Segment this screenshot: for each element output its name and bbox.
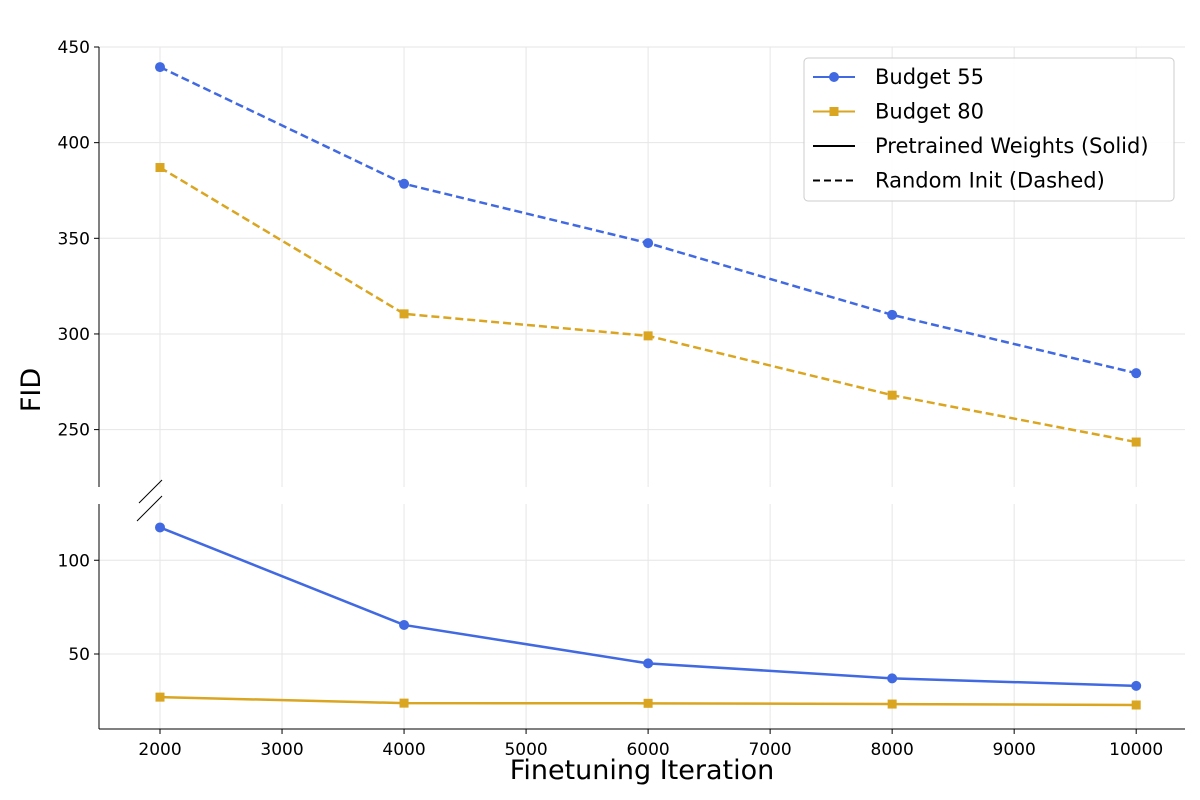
x-tick-label: 9000	[993, 740, 1036, 760]
y-axis-title: FID	[16, 368, 47, 412]
data-point-budget-80	[1131, 700, 1141, 710]
legend-label: Pretrained Weights (Solid)	[875, 134, 1149, 158]
y-tick-label-upper: 350	[58, 229, 90, 249]
data-point-budget-55	[1131, 368, 1142, 379]
data-point-budget-55	[399, 619, 410, 630]
x-tick-label: 7000	[748, 740, 791, 760]
data-point-budget-55	[155, 522, 166, 533]
y-tick-label-upper: 450	[58, 38, 90, 58]
data-point-budget-80	[155, 692, 165, 702]
x-tick-label: 5000	[504, 740, 547, 760]
y-tick-label-upper: 400	[58, 134, 90, 154]
data-point-budget-80	[155, 163, 165, 173]
axis-break-mark	[138, 479, 163, 504]
data-point-budget-80	[643, 698, 653, 708]
legend-frame	[803, 57, 1175, 202]
data-point-budget-55	[1131, 680, 1142, 691]
legend-label: Random Init (Dashed)	[875, 169, 1105, 193]
data-point-budget-55	[643, 238, 654, 249]
data-point-budget-80	[643, 331, 653, 341]
x-tick-label: 3000	[260, 740, 303, 760]
data-point-budget-55	[887, 673, 898, 684]
legend-marker	[829, 107, 839, 116]
axes-layer: 2000 3000 4000 5000 6000 7000 8000 9000 10000 250…	[58, 38, 1185, 760]
data-point-budget-80	[1131, 437, 1141, 447]
y-tick-label-upper: 250	[58, 421, 90, 441]
axis-break-mark	[136, 495, 163, 522]
data-point-budget-80	[887, 699, 897, 709]
data-point-budget-55	[643, 658, 654, 669]
y-tick-label-lower: 50	[68, 645, 90, 665]
data-point-budget-80	[399, 698, 409, 708]
x-tick-label: 10000	[1109, 740, 1163, 760]
legend-label: Budget 80	[875, 100, 984, 124]
data-point-budget-55	[399, 178, 410, 189]
x-tick-label: 8000	[871, 740, 914, 760]
x-axis-title: Finetuning Iteration	[510, 755, 774, 786]
x-tick-label: 6000	[626, 740, 669, 760]
y-tick-label-lower: 100	[58, 551, 90, 571]
series-layer	[155, 62, 1142, 710]
data-point-budget-55	[155, 62, 166, 73]
legend-label: Budget 55	[875, 65, 984, 89]
data-point-budget-80	[399, 309, 409, 319]
x-tick-label: 4000	[382, 740, 425, 760]
x-tick-label: 2000	[138, 740, 181, 760]
y-tick-label-upper: 300	[58, 325, 90, 345]
data-point-budget-55	[887, 309, 898, 320]
legend: Budget 55 Budget 80 Pretrained Weights (So…	[803, 57, 1175, 202]
data-point-budget-80	[887, 390, 897, 400]
legend-marker	[829, 72, 839, 82]
